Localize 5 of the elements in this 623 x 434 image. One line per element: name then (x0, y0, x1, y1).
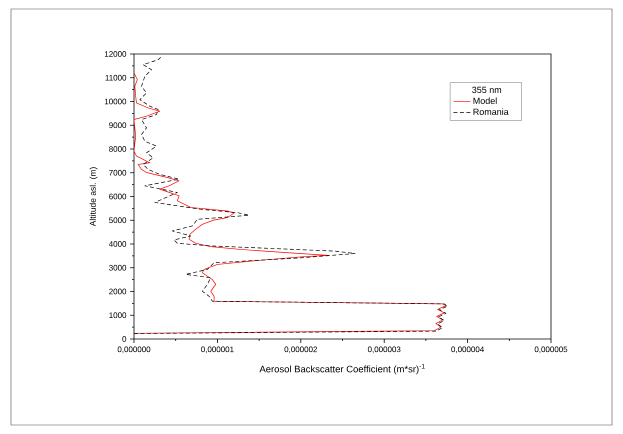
y-axis-title: Altitude asl. (m) (90, 167, 98, 226)
legend-title: 355 nm (472, 86, 502, 94)
x-axis-title: Aerosol Backscatter Coefficient (m*sr)$^{-1}$ (259, 364, 425, 374)
legend-label: Romania (474, 108, 509, 115)
legend-label: Model (474, 97, 497, 104)
